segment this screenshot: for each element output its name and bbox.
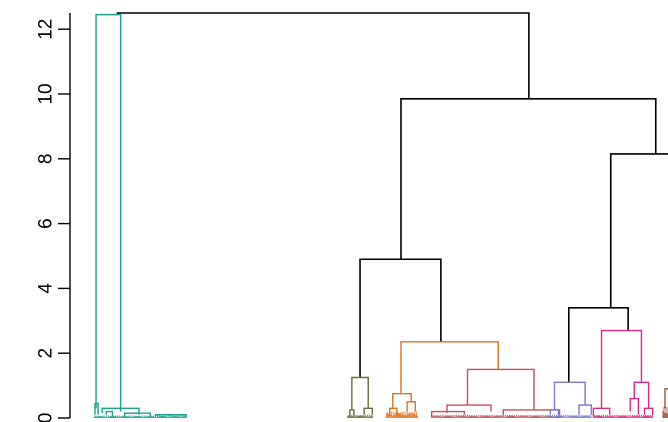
y-tick-label: 2 [36, 348, 57, 359]
dendrogram-link [400, 341, 499, 394]
dendrogram-link [406, 401, 417, 412]
dendrogram-link [351, 376, 369, 410]
dendrogram-link [466, 368, 535, 410]
y-axis: 0 2 4 6 8 10 12 [36, 13, 71, 422]
dendrogram-link [600, 329, 643, 409]
dendrogram-link [446, 404, 492, 414]
dendrogram-link [94, 402, 99, 415]
dendrogram-link [392, 393, 412, 409]
y-tick-label: 0 [36, 413, 57, 422]
dendrogram-link [359, 258, 442, 378]
dendrogram-link [643, 407, 654, 415]
dendrogram-link [609, 153, 668, 308]
dendrogram-link [116, 12, 530, 99]
dendrogram-link [101, 407, 140, 415]
dendrogram-link [664, 388, 668, 409]
dendrogram-links [93, 12, 668, 418]
dendrogram-link [592, 407, 611, 417]
dendrogram-link [502, 409, 561, 415]
dendrogram-link [549, 409, 560, 417]
dendrogram-link [105, 410, 114, 417]
dendrogram-link [567, 307, 629, 383]
y-tick-label: 10 [36, 83, 57, 104]
dendrogram-link [629, 397, 640, 415]
dendrogram-link [553, 381, 586, 410]
dendrogram-link [363, 407, 374, 415]
dendrogram-link [578, 404, 593, 415]
y-tick-label: 4 [36, 283, 57, 294]
dendrogram-link [400, 98, 657, 260]
dendrogram-link [430, 410, 466, 417]
y-tick-label: 8 [36, 154, 57, 165]
dendrogram-link [95, 13, 122, 412]
dendrogram-link [123, 412, 151, 417]
y-tick-label: 12 [36, 19, 57, 40]
y-tick-label: 6 [36, 218, 57, 229]
y-axis-ticks: 0 2 4 6 8 10 12 [36, 19, 70, 422]
dendrogram-link [349, 409, 355, 417]
dendrogram-link [633, 381, 650, 409]
